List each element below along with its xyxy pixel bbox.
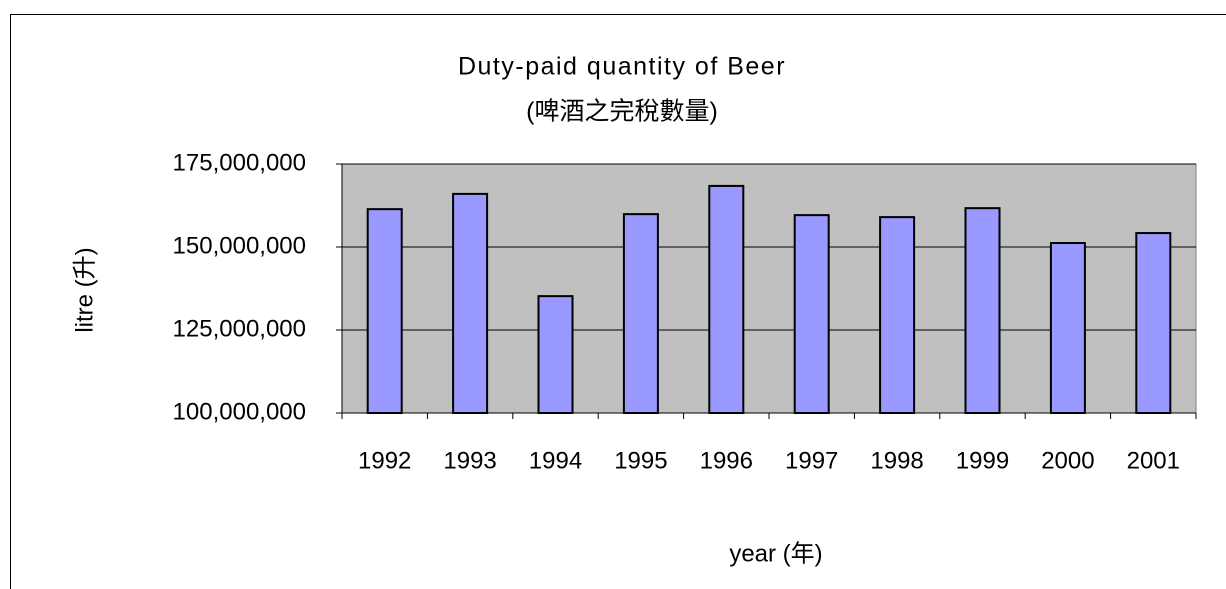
x-tick-label: 1996: [700, 447, 753, 474]
bar: [622, 213, 659, 414]
x-tick-label: 1999: [956, 447, 1009, 474]
bar: [1049, 242, 1086, 414]
bar: [537, 295, 574, 414]
x-tick-label: 1997: [785, 447, 838, 474]
chart-title: Duty-paid quantity of Beer: [458, 53, 786, 81]
bar: [964, 207, 1001, 414]
x-tick-label: 1993: [443, 447, 496, 474]
x-tick-label: 1995: [614, 447, 667, 474]
chart-subtitle: (啤酒之完稅數量): [526, 98, 718, 126]
y-axis-label: litre (升): [71, 247, 98, 332]
bar: [793, 214, 830, 414]
x-tick-label: 2001: [1127, 447, 1180, 474]
x-tick-label: 1998: [870, 447, 923, 474]
bar: [708, 184, 745, 414]
bar: [452, 192, 489, 414]
bar: [879, 216, 916, 414]
x-axis-label: year (年): [729, 540, 822, 567]
bar: [366, 208, 403, 414]
bar: [1135, 232, 1172, 414]
y-tick-label: 100,000,000: [173, 398, 306, 425]
y-tick-label: 125,000,000: [173, 315, 306, 342]
y-tick-label: 175,000,000: [173, 149, 306, 176]
x-tick-label: 1992: [358, 447, 411, 474]
x-tick-label: 1994: [529, 447, 582, 474]
y-tick-label: 150,000,000: [173, 232, 306, 259]
x-tick-label: 2000: [1041, 447, 1094, 474]
